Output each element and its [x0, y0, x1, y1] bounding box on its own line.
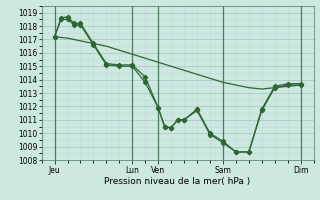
X-axis label: Pression niveau de la mer( hPa ): Pression niveau de la mer( hPa )	[104, 177, 251, 186]
